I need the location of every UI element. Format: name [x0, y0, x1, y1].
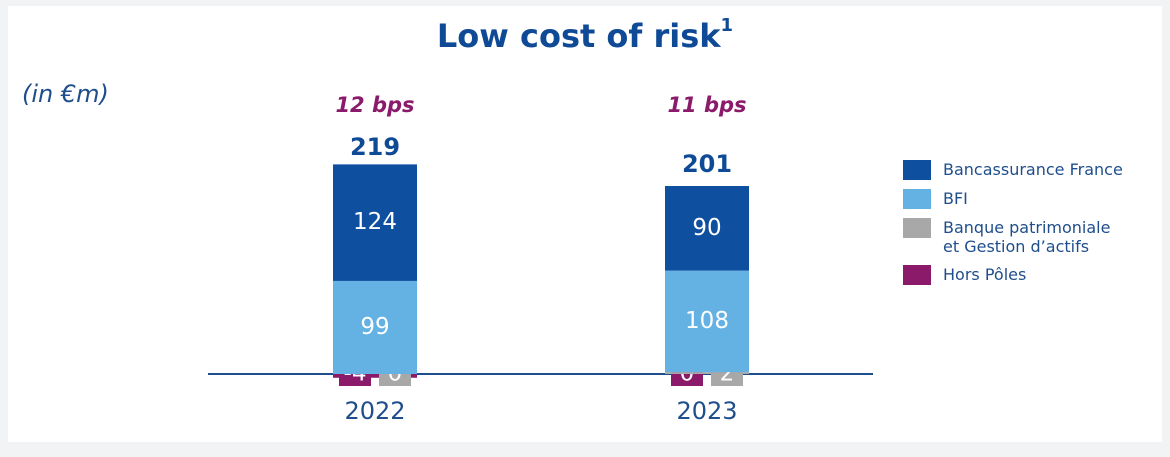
chart-title: Low cost of risk1 [437, 15, 733, 55]
legend-swatch [903, 189, 931, 209]
x-tick-label: 2023 [676, 397, 737, 425]
segment-label: 90 [692, 215, 721, 241]
annotation: 12 bps [335, 93, 414, 117]
total-label: 201 [682, 150, 732, 178]
legend-swatch [903, 265, 931, 285]
legend-item: Bancassurance France [903, 160, 1163, 180]
x-tick-label: 2022 [344, 397, 405, 425]
legend-label: Bancassurance France [943, 160, 1123, 179]
bar-segment [665, 186, 749, 271]
legend-item: BFI [903, 189, 1163, 209]
legend: Bancassurance France BFI Banque patrimonia… [903, 160, 1163, 294]
legend-label: Hors Pôles [943, 265, 1027, 284]
bar-segment [333, 374, 417, 378]
bar-segment [665, 372, 749, 374]
annotation: 11 bps [667, 93, 746, 117]
legend-label: BFI [943, 189, 968, 208]
bar-segment [665, 270, 749, 373]
legend-swatch [903, 160, 931, 180]
legend-item: Banque patrimoniale et Gestion d’actifs [903, 218, 1163, 256]
unit-label: (in €m) [22, 80, 109, 108]
bar-segment [333, 280, 417, 374]
bar-segment [333, 164, 417, 281]
panel [8, 6, 1162, 442]
segment-label: 99 [360, 314, 389, 340]
title-note: 1 [721, 15, 734, 36]
segment-label: 124 [353, 209, 397, 235]
title-text: Low cost of risk [437, 17, 721, 55]
segment-label: 108 [685, 308, 729, 334]
legend-item: Hors Pôles [903, 265, 1163, 285]
legend-label: Banque patrimoniale et Gestion d’actifs [943, 218, 1111, 256]
legend-swatch [903, 218, 931, 238]
total-label: 219 [350, 133, 400, 161]
